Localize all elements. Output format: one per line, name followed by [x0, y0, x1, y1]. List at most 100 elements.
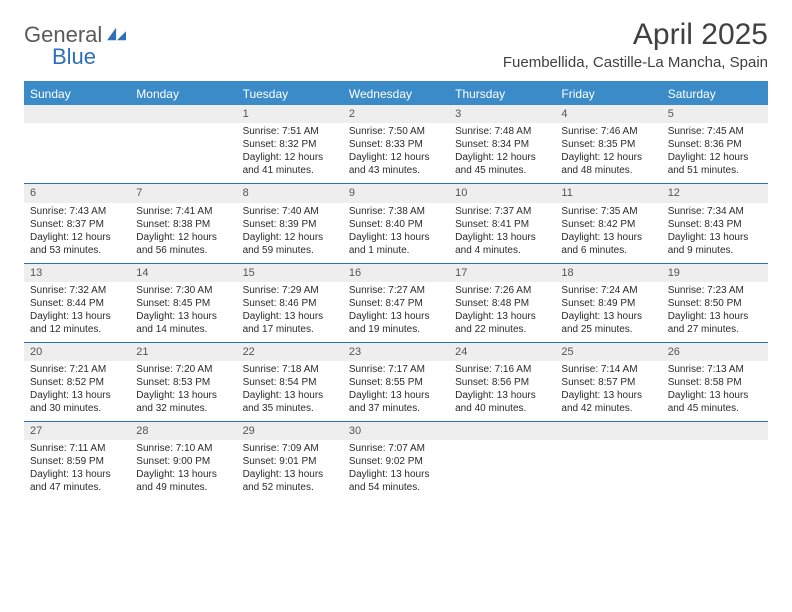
daylight-text: and 51 minutes. [668, 164, 762, 177]
day-body: Sunrise: 7:09 AMSunset: 9:01 PMDaylight:… [237, 440, 343, 500]
sunset-text: Sunset: 8:33 PM [349, 138, 443, 151]
day-cell [555, 422, 661, 500]
daylight-text: Daylight: 13 hours [455, 310, 549, 323]
daylight-text: and 17 minutes. [243, 323, 337, 336]
daylight-text: and 22 minutes. [455, 323, 549, 336]
calendar: Sunday Monday Tuesday Wednesday Thursday… [24, 81, 768, 500]
day-body: Sunrise: 7:37 AMSunset: 8:41 PMDaylight:… [449, 203, 555, 263]
sunset-text: Sunset: 8:37 PM [30, 218, 124, 231]
title-block: April 2025 Fuembellida, Castille-La Manc… [503, 18, 768, 71]
sunrise-text: Sunrise: 7:48 AM [455, 125, 549, 138]
daylight-text: and 1 minute. [349, 244, 443, 257]
daylight-text: and 59 minutes. [243, 244, 337, 257]
daylight-text: and 48 minutes. [561, 164, 655, 177]
day-body: Sunrise: 7:07 AMSunset: 9:02 PMDaylight:… [343, 440, 449, 500]
day-header: Friday [555, 83, 661, 105]
day-cell: 26Sunrise: 7:13 AMSunset: 8:58 PMDayligh… [662, 343, 768, 421]
daylight-text: Daylight: 12 hours [561, 151, 655, 164]
day-number-empty [130, 105, 236, 123]
day-header: Tuesday [237, 83, 343, 105]
daylight-text: and 53 minutes. [30, 244, 124, 257]
day-number-empty [24, 105, 130, 123]
day-number: 3 [449, 105, 555, 123]
sunrise-text: Sunrise: 7:26 AM [455, 284, 549, 297]
daylight-text: and 49 minutes. [136, 481, 230, 494]
day-cell: 2Sunrise: 7:50 AMSunset: 8:33 PMDaylight… [343, 105, 449, 183]
day-number: 13 [24, 264, 130, 282]
week-row: 13Sunrise: 7:32 AMSunset: 8:44 PMDayligh… [24, 264, 768, 343]
brand-logo: GeneralBlue [24, 24, 130, 68]
day-body: Sunrise: 7:27 AMSunset: 8:47 PMDaylight:… [343, 282, 449, 342]
sunrise-text: Sunrise: 7:35 AM [561, 205, 655, 218]
day-cell: 16Sunrise: 7:27 AMSunset: 8:47 PMDayligh… [343, 264, 449, 342]
sunset-text: Sunset: 8:57 PM [561, 376, 655, 389]
sunrise-text: Sunrise: 7:45 AM [668, 125, 762, 138]
daylight-text: and 47 minutes. [30, 481, 124, 494]
daylight-text: and 6 minutes. [561, 244, 655, 257]
daylight-text: and 27 minutes. [668, 323, 762, 336]
daylight-text: and 30 minutes. [30, 402, 124, 415]
day-cell: 20Sunrise: 7:21 AMSunset: 8:52 PMDayligh… [24, 343, 130, 421]
daylight-text: and 54 minutes. [349, 481, 443, 494]
header: GeneralBlue April 2025 Fuembellida, Cast… [24, 18, 768, 71]
day-cell: 28Sunrise: 7:10 AMSunset: 9:00 PMDayligh… [130, 422, 236, 500]
daylight-text: Daylight: 13 hours [136, 389, 230, 402]
day-number: 1 [237, 105, 343, 123]
daylight-text: and 52 minutes. [243, 481, 337, 494]
day-cell: 4Sunrise: 7:46 AMSunset: 8:35 PMDaylight… [555, 105, 661, 183]
sunrise-text: Sunrise: 7:21 AM [30, 363, 124, 376]
day-cell: 27Sunrise: 7:11 AMSunset: 8:59 PMDayligh… [24, 422, 130, 500]
week-row: 20Sunrise: 7:21 AMSunset: 8:52 PMDayligh… [24, 343, 768, 422]
day-cell: 19Sunrise: 7:23 AMSunset: 8:50 PMDayligh… [662, 264, 768, 342]
week-row: 1Sunrise: 7:51 AMSunset: 8:32 PMDaylight… [24, 105, 768, 184]
daylight-text: and 40 minutes. [455, 402, 549, 415]
day-cell [449, 422, 555, 500]
day-body: Sunrise: 7:35 AMSunset: 8:42 PMDaylight:… [555, 203, 661, 263]
day-number: 22 [237, 343, 343, 361]
day-number: 5 [662, 105, 768, 123]
sunset-text: Sunset: 8:42 PM [561, 218, 655, 231]
sunrise-text: Sunrise: 7:32 AM [30, 284, 124, 297]
sunset-text: Sunset: 8:38 PM [136, 218, 230, 231]
day-cell: 6Sunrise: 7:43 AMSunset: 8:37 PMDaylight… [24, 184, 130, 262]
daylight-text: Daylight: 12 hours [243, 151, 337, 164]
day-header: Saturday [662, 83, 768, 105]
sunset-text: Sunset: 8:36 PM [668, 138, 762, 151]
daylight-text: Daylight: 13 hours [243, 468, 337, 481]
day-body: Sunrise: 7:45 AMSunset: 8:36 PMDaylight:… [662, 123, 768, 183]
day-body: Sunrise: 7:43 AMSunset: 8:37 PMDaylight:… [24, 203, 130, 263]
day-number: 12 [662, 184, 768, 202]
day-number: 8 [237, 184, 343, 202]
day-cell: 3Sunrise: 7:48 AMSunset: 8:34 PMDaylight… [449, 105, 555, 183]
daylight-text: and 43 minutes. [349, 164, 443, 177]
daylight-text: Daylight: 13 hours [455, 389, 549, 402]
sunset-text: Sunset: 8:50 PM [668, 297, 762, 310]
sunrise-text: Sunrise: 7:50 AM [349, 125, 443, 138]
day-cell: 10Sunrise: 7:37 AMSunset: 8:41 PMDayligh… [449, 184, 555, 262]
day-body: Sunrise: 7:21 AMSunset: 8:52 PMDaylight:… [24, 361, 130, 421]
day-number: 30 [343, 422, 449, 440]
sunrise-text: Sunrise: 7:14 AM [561, 363, 655, 376]
location: Fuembellida, Castille-La Mancha, Spain [503, 54, 768, 71]
week-row: 6Sunrise: 7:43 AMSunset: 8:37 PMDaylight… [24, 184, 768, 263]
day-cell: 18Sunrise: 7:24 AMSunset: 8:49 PMDayligh… [555, 264, 661, 342]
sunrise-text: Sunrise: 7:27 AM [349, 284, 443, 297]
day-cell: 13Sunrise: 7:32 AMSunset: 8:44 PMDayligh… [24, 264, 130, 342]
daylight-text: and 41 minutes. [243, 164, 337, 177]
daylight-text: Daylight: 13 hours [668, 310, 762, 323]
day-body: Sunrise: 7:51 AMSunset: 8:32 PMDaylight:… [237, 123, 343, 183]
daylight-text: Daylight: 13 hours [30, 310, 124, 323]
daylight-text: Daylight: 13 hours [561, 389, 655, 402]
day-number: 15 [237, 264, 343, 282]
day-number: 26 [662, 343, 768, 361]
day-number: 25 [555, 343, 661, 361]
sunset-text: Sunset: 8:32 PM [243, 138, 337, 151]
day-body: Sunrise: 7:17 AMSunset: 8:55 PMDaylight:… [343, 361, 449, 421]
day-body: Sunrise: 7:11 AMSunset: 8:59 PMDaylight:… [24, 440, 130, 500]
weeks-container: 1Sunrise: 7:51 AMSunset: 8:32 PMDaylight… [24, 105, 768, 500]
day-number: 2 [343, 105, 449, 123]
day-body: Sunrise: 7:41 AMSunset: 8:38 PMDaylight:… [130, 203, 236, 263]
day-cell [662, 422, 768, 500]
daylight-text: Daylight: 13 hours [668, 389, 762, 402]
sunset-text: Sunset: 8:58 PM [668, 376, 762, 389]
